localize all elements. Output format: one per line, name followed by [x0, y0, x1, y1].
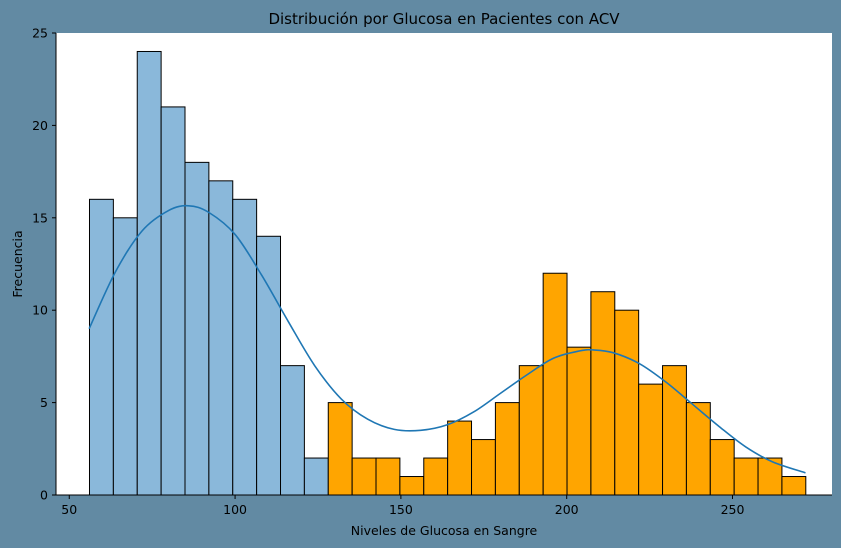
y-tick-label: 15	[32, 210, 48, 225]
histogram-bar	[542, 272, 568, 496]
chart-title: Distribución por Glucosa en Pacientes co…	[268, 10, 620, 28]
y-tick-label: 25	[32, 26, 48, 41]
y-tick-label: 5	[40, 395, 48, 410]
histogram-bar	[327, 402, 353, 496]
x-tick-label: 100	[223, 502, 247, 517]
histogram-bar	[566, 346, 592, 496]
histogram-bar	[709, 439, 735, 496]
x-axis-label: Niveles de Glucosa en Sangre	[351, 523, 538, 538]
histogram-bar	[184, 161, 210, 496]
histogram-bar	[112, 217, 138, 496]
x-tick-label: 50	[61, 502, 77, 517]
histogram-bar	[733, 457, 759, 496]
histogram-bar	[494, 402, 520, 496]
histogram-bars	[88, 50, 807, 496]
histogram-bar	[88, 198, 114, 496]
y-tick-label: 0	[40, 488, 48, 503]
y-tick-label: 10	[32, 303, 48, 318]
x-tick-label: 200	[555, 502, 579, 517]
histogram-bar	[590, 291, 616, 496]
y-tick-label: 20	[32, 118, 48, 133]
histogram-bar	[423, 457, 449, 496]
histogram-bar	[351, 457, 377, 496]
histogram-bar	[662, 365, 687, 496]
x-tick-label: 150	[389, 502, 413, 517]
histogram-bar	[447, 420, 473, 496]
histogram-bar	[256, 235, 282, 496]
histogram-bar	[399, 476, 425, 496]
axes: 50 100 150 200 250 0 5 10 15 20 25	[32, 26, 832, 517]
histogram-bar	[160, 106, 186, 496]
histogram-bar	[781, 476, 807, 496]
histogram-bar	[518, 365, 544, 496]
histogram-bar	[471, 439, 496, 496]
histogram-bar	[614, 309, 640, 496]
histogram-bar	[303, 457, 329, 496]
histogram-bar	[375, 457, 401, 496]
kde-curve	[88, 204, 806, 474]
x-tick-label: 250	[721, 502, 745, 517]
histogram-bar	[232, 198, 258, 496]
y-axis-label: Frecuencia	[10, 230, 25, 297]
histogram-bar	[280, 365, 305, 496]
histogram-bar	[136, 50, 162, 496]
histogram-bar	[638, 383, 664, 496]
